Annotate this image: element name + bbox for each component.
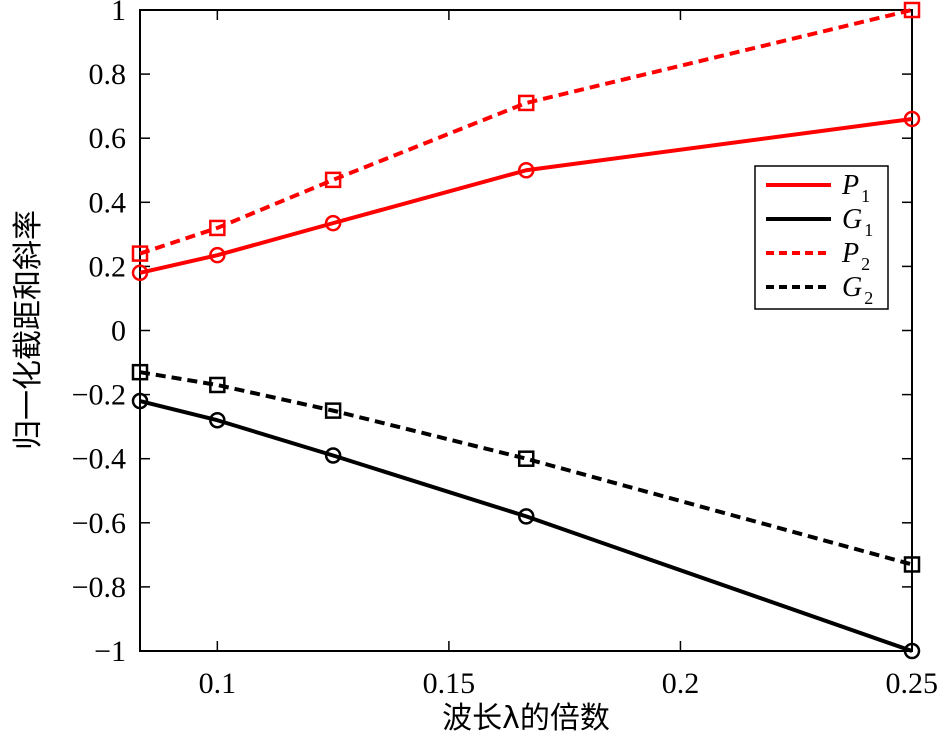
y-tick-label: 0.8	[89, 58, 127, 91]
x-axis-ticks: 0.1 0.15 0.2 0.25	[199, 10, 938, 700]
y-tick-label: 0.4	[89, 186, 127, 219]
series-line	[139, 116, 913, 275]
data-point	[517, 94, 535, 112]
data-point	[209, 219, 226, 237]
data-point	[209, 246, 226, 264]
series-G1	[131, 392, 921, 660]
y-tick-label: −1	[94, 635, 126, 668]
series-line	[139, 8, 913, 256]
data-point	[903, 642, 921, 660]
data-point	[131, 363, 149, 381]
legend-label-main: P	[841, 238, 859, 269]
data-point	[209, 376, 226, 394]
data-point	[209, 411, 226, 429]
data-point	[903, 1, 921, 19]
legend: P 1G 1P 2G 2	[754, 165, 889, 310]
legend-label-subscript: 2	[864, 288, 873, 308]
series-layer	[131, 1, 921, 660]
legend-label-main: P	[841, 170, 859, 201]
series-line	[139, 370, 913, 567]
series-line	[139, 399, 913, 653]
data-point	[903, 110, 921, 128]
data-point	[517, 162, 535, 179]
data-point	[517, 450, 535, 467]
series-P2	[131, 1, 921, 262]
data-point	[131, 264, 149, 282]
y-tick-label: −0.2	[72, 379, 126, 412]
data-point	[131, 245, 149, 262]
y-tick-label: −0.8	[72, 571, 126, 604]
legend-label-subscript: 2	[861, 254, 870, 274]
x-tick-label: 0.2	[662, 667, 700, 700]
data-point	[324, 214, 342, 232]
series-G2	[131, 363, 921, 573]
data-point	[131, 392, 149, 410]
data-point	[324, 402, 342, 419]
x-tick-label: 0.1	[199, 667, 237, 700]
data-point	[324, 171, 342, 189]
data-point	[324, 447, 342, 464]
series-P1	[131, 110, 921, 282]
data-point	[517, 508, 535, 525]
y-tick-label: −0.6	[72, 507, 126, 540]
legend-label-main: G	[842, 272, 862, 303]
x-tick-label: 0.15	[423, 667, 476, 700]
y-tick-label: 1	[111, 0, 126, 27]
legend-label-subscript: 1	[861, 186, 870, 206]
x-axis-title: 波长λ的倍数	[442, 701, 610, 736]
data-point	[903, 556, 921, 573]
y-tick-label: 0.2	[89, 250, 127, 283]
y-tick-label: −0.4	[72, 443, 126, 476]
plot-area-frame	[139, 9, 913, 652]
y-axis-ticks: −1 −0.8 −0.6 −0.4 −0.2 0 0.2 0.4 0.6 0.8 1	[72, 0, 912, 668]
x-tick-label: 0.25	[886, 667, 939, 700]
y-tick-label: 0.6	[89, 122, 127, 155]
y-axis-title: 归一化截距和斜率	[11, 210, 46, 450]
y-tick-label: 0	[111, 315, 126, 348]
legend-label-subscript: 1	[864, 220, 873, 240]
legend-label-main: G	[842, 204, 862, 235]
